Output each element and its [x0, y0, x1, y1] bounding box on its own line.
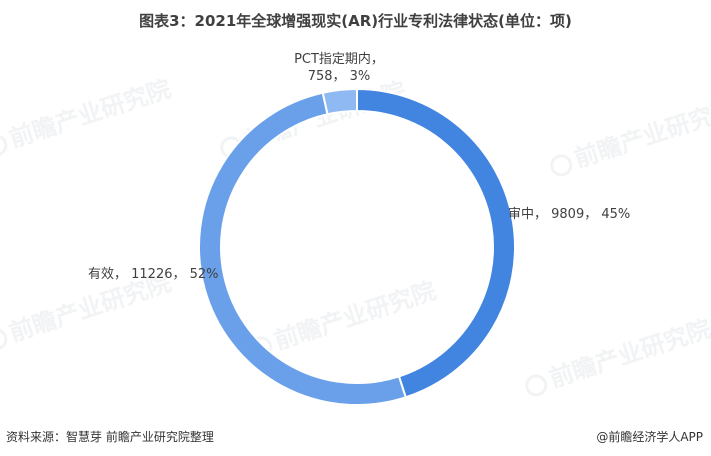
slice-label-2: 有效， 11226， 52% [88, 267, 219, 282]
slice-label-1: 审中， 9809， 45% [508, 207, 630, 222]
brand-label: @前瞻经济学人APP [596, 430, 703, 444]
slice-label-3: PCT指定期内， 758， 3% [294, 51, 384, 84]
source-note: 资料来源：智慧芽 前瞻产业研究院整理 [6, 430, 214, 444]
chart-title: 图表3：2021年全球增强现实(AR)行业专利法律状态(单位：项) [139, 12, 572, 30]
donut-slice-1 [356, 87, 516, 399]
donut-slice-3 [321, 87, 358, 116]
donut-slice-2 [198, 91, 407, 406]
